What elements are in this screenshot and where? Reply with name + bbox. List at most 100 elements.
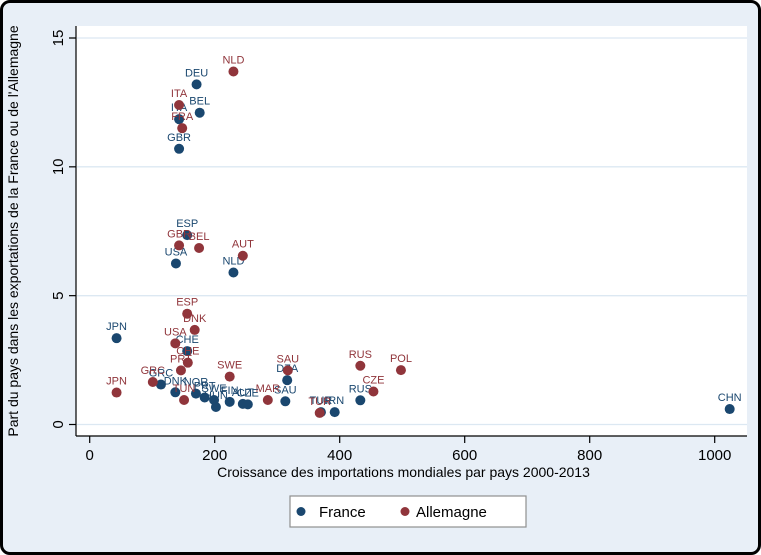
data-point-Allemagne-FRA [177,123,188,134]
marker-label-Allemagne-TUR: TUR [308,396,331,408]
data-point-Allemagne-NLD [228,66,239,77]
marker-label-Allemagne-MAR: MAR [256,383,281,395]
data-point-Allemagne-USA [170,338,181,349]
marker-label-Allemagne-GRC: GRC [141,365,166,377]
data-point-France-RUS [355,395,366,406]
marker-label-France-GBR: GBR [167,132,191,144]
marker-label-France-CHE: CHE [176,334,199,346]
marker-label-France-CHN: CHN [718,392,742,404]
marker-label-France-JPN: JPN [106,321,127,333]
marker-label-France-USA: USA [165,246,188,258]
y-tick-label-15: 15 [50,30,67,47]
marker-label-France-ESP: ESP [176,218,198,230]
x-tick-label-0: 0 [86,447,94,464]
data-point-France-GRC [155,379,166,390]
data-point-Allemagne-CZE [368,386,379,397]
x-tick-label-200: 200 [202,447,227,464]
y-axis-title: Part du pays dans les exportations de la… [5,25,21,436]
data-point-Allemagne-SAU [282,365,293,376]
marker-label-Allemagne-NLD: NLD [222,54,244,66]
data-point-France-DZA [282,375,293,386]
marker-label-Allemagne-JPN: JPN [106,376,127,388]
marker-label-Allemagne-GBR: GBR [167,228,191,240]
data-point-Allemagne-POL [395,365,406,376]
data-point-France-DNK [170,387,181,398]
x-tick-label-800: 800 [577,447,602,464]
data-point-France-NOR [190,388,201,399]
data-point-Allemagne-RUS [355,360,366,371]
data-point-France-GBR [174,143,185,154]
data-point-Allemagne-ESP [182,308,193,319]
data-point-France-ITA [174,114,185,125]
marker-label-Allemagne-CZE: CZE [362,375,384,387]
marker-label-France-TUR: TUR [310,395,333,407]
data-point-Allemagne-AUT [237,250,248,261]
data-point-Allemagne-BEL [194,242,205,253]
data-point-France-CHE [182,346,193,357]
x-tick-label-400: 400 [327,447,352,464]
marker-label-Allemagne-USA: USA [164,326,187,338]
marker-label-France-SWE: SWE [202,383,227,395]
y-tick-label-10: 10 [50,158,67,175]
marker-label-France-SAU: SAU [274,384,297,396]
legend-label-Allemagne: Allemagne [416,504,487,521]
x-tick-label-1000: 1000 [698,447,731,464]
marker-label-France-BEL: BEL [189,96,210,108]
marker-label-Allemagne-TUN: TUN [173,383,196,395]
marker-label-France-CZE: CZE [237,387,259,399]
data-point-Allemagne-MAR [262,395,273,406]
marker-label-France-IRN: IRN [325,395,344,407]
data-point-France-HUN [210,401,221,412]
y-tick-label-5: 5 [50,291,67,299]
data-point-Allemagne-DNK [189,324,200,335]
data-point-Allemagne-SWE [224,371,235,382]
legend-box [289,495,527,528]
marker-label-Allemagne-BEL: BEL [189,231,210,243]
marker-label-Allemagne-FRA: FRA [171,111,194,123]
data-point-France-USA [170,258,181,269]
marker-label-Allemagne-DNK: DNK [183,313,207,325]
marker-label-Allemagne-ESP: ESP [176,297,198,309]
marker-label-France-HUN: HUN [204,390,228,402]
data-point-France-JPN [111,333,122,344]
data-point-France-DEU [191,79,202,90]
legend-label-France: France [319,504,366,521]
data-point-Allemagne-GBR [174,240,185,251]
data-point-Allemagne-PRT [175,365,186,376]
data-point-France-PRT [199,392,210,403]
marker-label-Allemagne-AUT: AUT [232,239,254,251]
y-tick-label-0: 0 [50,420,67,428]
data-point-France-FIN [224,396,235,407]
data-point-France-CZE [242,399,253,410]
data-point-Allemagne-CHE [182,357,193,368]
x-tick-label-600: 600 [452,447,477,464]
marker-label-Allemagne-CHE: CHE [176,346,199,358]
marker-label-France-AUT: AUT [232,387,254,399]
marker-label-Allemagne-SAU: SAU [277,353,300,365]
marker-label-Allemagne-ITA: ITA [171,88,188,100]
data-point-Allemagne-GRC [147,376,158,387]
marker-label-France-RUS: RUS [349,383,372,395]
legend-marker-France [296,507,306,516]
data-point-Allemagne-TUN [179,395,190,406]
legend-marker-Allemagne [400,507,410,516]
scatter-chart: 0 5 10 15 0 200 400 600 800 1000 Croissance des im… [5,25,747,528]
data-point-Allemagne-JPN [111,387,122,398]
marker-label-France-NOR: NOR [184,377,209,389]
data-point-France-ESP [182,230,193,241]
data-point-Allemagne-ITA [174,99,185,110]
marker-label-France-DEU: DEU [185,67,208,79]
data-point-France-SAU [280,396,291,407]
marker-label-France-PRT: PRT [194,380,216,392]
data-point-Allemagne-TUR [314,407,325,418]
data-point-France-NLD [228,267,239,278]
data-point-France-BEL [194,107,205,118]
data-point-France-IRN [329,407,340,418]
x-axis-title: Croissance des importations mondiales pa… [217,464,590,480]
marker-label-Allemagne-POL: POL [390,353,412,365]
marker-label-Allemagne-RUS: RUS [349,349,372,361]
marker-label-France-GRC: GRC [149,368,174,380]
marker-label-France-FIN: FIN [221,385,239,397]
data-point-France-CHN [724,404,735,415]
